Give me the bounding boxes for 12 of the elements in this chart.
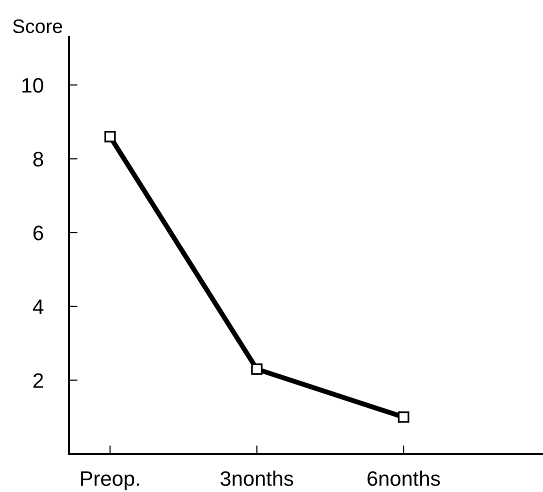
y-tick-label: 10 [22, 78, 44, 93]
y-tick-label: 6 [33, 226, 44, 240]
point [104, 130, 116, 142]
point [251, 363, 263, 375]
x-tick-label: 3nonths [220, 470, 294, 486]
y-tick-label: 4 [32, 300, 44, 314]
point [398, 411, 410, 423]
y-tick-label: 8 [33, 152, 44, 167]
x-tick-label: Preop. [81, 471, 139, 490]
y-tick-label: 2 [33, 373, 43, 388]
x-tick-label: 6nonths [368, 470, 440, 486]
y-axis-title: Score [13, 19, 62, 34]
